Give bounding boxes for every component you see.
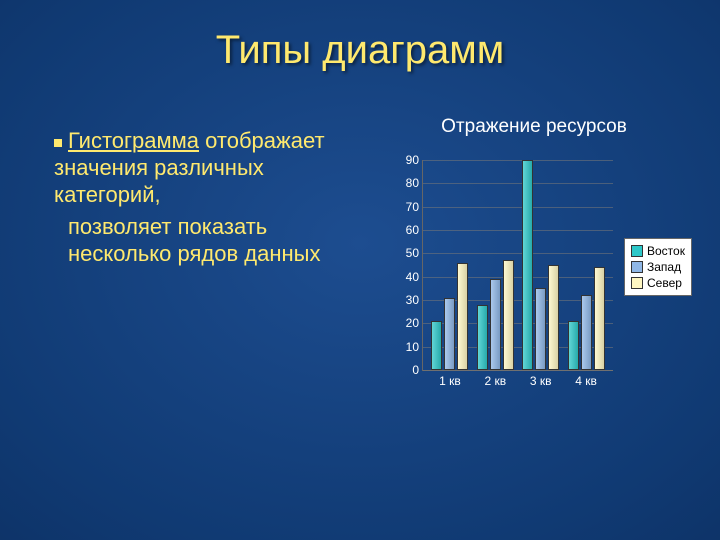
bar-Север xyxy=(548,265,559,370)
legend-item: Запад xyxy=(631,259,685,275)
bar-Запад xyxy=(581,295,592,370)
legend-label: Запад xyxy=(647,259,681,275)
legend-swatch-icon xyxy=(631,261,643,273)
bullet-icon xyxy=(54,139,62,147)
bar-Восток xyxy=(431,321,442,370)
chart: 01020304050607080901 кв2 кв3 кв4 кв Вост… xyxy=(380,150,700,410)
chart-title: Отражение ресурсов xyxy=(384,116,684,138)
y-tick-label: 30 xyxy=(389,293,423,307)
y-tick-label: 70 xyxy=(389,200,423,214)
y-tick-label: 90 xyxy=(389,153,423,167)
page-title: Типы диаграмм xyxy=(0,28,720,73)
legend-label: Север xyxy=(647,275,682,291)
legend-item: Север xyxy=(631,275,685,291)
bar-Запад xyxy=(444,298,455,370)
bar-Запад xyxy=(535,288,546,370)
bar-Север xyxy=(503,260,514,370)
y-tick-label: 0 xyxy=(389,363,423,377)
grid-line xyxy=(423,253,613,254)
y-tick-label: 50 xyxy=(389,246,423,260)
legend-swatch-icon xyxy=(631,245,643,257)
legend-item: Восток xyxy=(631,243,685,259)
slide: Типы диаграмм Гистограмма отображает зна… xyxy=(0,0,720,540)
x-tick-label: 3 кв xyxy=(530,370,552,388)
x-tick-label: 1 кв xyxy=(439,370,461,388)
chart-plot-area: 01020304050607080901 кв2 кв3 кв4 кв xyxy=(422,160,613,371)
bar-Север xyxy=(457,263,468,370)
bar-Восток xyxy=(477,305,488,370)
grid-line xyxy=(423,230,613,231)
grid-line xyxy=(423,277,613,278)
y-tick-label: 40 xyxy=(389,270,423,284)
heading-word: Гистограмма xyxy=(68,128,199,153)
y-tick-label: 20 xyxy=(389,316,423,330)
x-tick-label: 2 кв xyxy=(484,370,506,388)
bar-Восток xyxy=(522,160,533,370)
grid-line xyxy=(423,207,613,208)
bullet-line-2: позволяет показать несколько рядов данны… xyxy=(54,214,354,268)
bar-Запад xyxy=(490,279,501,370)
y-tick-label: 60 xyxy=(389,223,423,237)
body-text: Гистограмма отображает значения различны… xyxy=(54,128,354,268)
legend-swatch-icon xyxy=(631,277,643,289)
chart-legend: ВостокЗападСевер xyxy=(624,238,692,296)
y-tick-label: 10 xyxy=(389,340,423,354)
bar-Север xyxy=(594,267,605,370)
legend-label: Восток xyxy=(647,243,685,259)
x-tick-label: 4 кв xyxy=(575,370,597,388)
grid-line xyxy=(423,160,613,161)
y-tick-label: 80 xyxy=(389,176,423,190)
bullet-line-1: Гистограмма отображает значения различны… xyxy=(54,128,354,208)
bar-Восток xyxy=(568,321,579,370)
grid-line xyxy=(423,183,613,184)
